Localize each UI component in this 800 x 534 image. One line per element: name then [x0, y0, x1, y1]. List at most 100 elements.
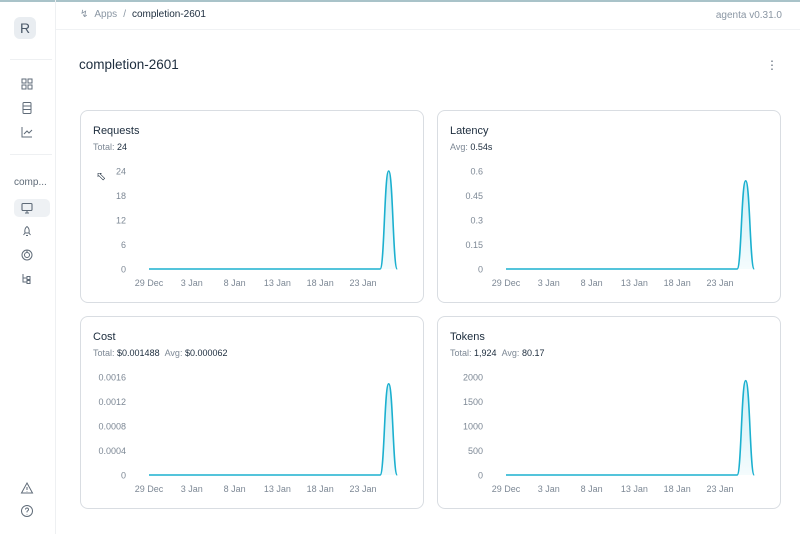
- stat-value: 1,924: [474, 348, 497, 358]
- x-tick-label: 13 Jan: [264, 484, 291, 494]
- x-tick-label: 29 Dec: [135, 484, 164, 494]
- version-label: agenta v0.31.0: [715, 10, 782, 21]
- x-tick-label: 18 Jan: [307, 484, 334, 494]
- chart-cost[interactable]: 0 0.0004 0.0008 0.0012 0.0016 29 Dec 3 Jan 8 Ja…: [81, 317, 425, 510]
- stat-label: Avg:: [450, 142, 468, 152]
- divider: [10, 154, 52, 155]
- y-tick-label: 12: [116, 216, 126, 226]
- y-tick-label: 0.15: [465, 240, 483, 250]
- chart-card-requests: Requests Total: 24 0 6 12 18 24 29 Dec 3 Jan 8 Ja…: [80, 110, 424, 303]
- x-tick-label: 3 Jan: [181, 278, 203, 288]
- sidebar: R comp...: [0, 0, 56, 534]
- y-tick-label: 0.45: [465, 191, 483, 201]
- series-line: [148, 383, 399, 476]
- x-tick-label: 3 Jan: [538, 278, 560, 288]
- stat-label: Total:: [93, 348, 115, 358]
- y-tick-label: 2000: [463, 373, 483, 383]
- x-tick-label: 23 Jan: [349, 278, 376, 288]
- chart-latency[interactable]: 0 0.15 0.3 0.45 0.6 29 Dec 3 Jan 8 Jan 13 Jan 18 …: [438, 111, 782, 304]
- x-tick-label: 29 Dec: [492, 278, 521, 288]
- stat-label: Avg:: [164, 348, 183, 358]
- x-tick-label: 23 Jan: [706, 484, 733, 494]
- org-avatar[interactable]: R: [14, 17, 36, 39]
- alert-icon[interactable]: [20, 481, 36, 497]
- y-tick-label: 6: [121, 240, 126, 250]
- divider: [10, 59, 52, 60]
- breadcrumb-separator: /: [123, 9, 126, 20]
- chart-icon[interactable]: [20, 125, 36, 141]
- stat-value: 0.54s: [470, 142, 493, 152]
- series-line: [148, 170, 399, 270]
- y-tick-label: 0.0008: [98, 422, 126, 432]
- x-tick-label: 3 Jan: [538, 484, 560, 494]
- x-tick-label: 13 Jan: [264, 278, 291, 288]
- y-tick-label: 1500: [463, 397, 483, 407]
- x-tick-label: 3 Jan: [181, 484, 203, 494]
- help-icon[interactable]: [20, 504, 36, 520]
- x-tick-label: 18 Jan: [664, 484, 691, 494]
- x-tick-label: 18 Jan: [307, 278, 334, 288]
- mouse-cursor-icon: ⬁: [96, 169, 107, 183]
- x-tick-label: 23 Jan: [349, 484, 376, 494]
- breadcrumb-apps[interactable]: Apps: [94, 9, 118, 20]
- y-tick-label: 1000: [463, 422, 483, 432]
- y-tick-label: 0: [478, 265, 483, 275]
- series-area: [149, 171, 398, 269]
- x-tick-label: 23 Jan: [706, 278, 733, 288]
- stat-label: Total:: [450, 348, 472, 358]
- series-area: [149, 383, 398, 475]
- window-top-border: [0, 0, 800, 2]
- series-area: [506, 180, 755, 269]
- apps-lightning-icon: ↯: [80, 9, 89, 20]
- card-stats: Total: 1,924 Avg: 80.17: [450, 348, 544, 358]
- chart-card-tokens: Tokens Total: 1,924 Avg: 80.17 0 500 1000 150…: [437, 316, 781, 509]
- breadcrumb: ↯ Apps / completion-2601: [80, 9, 206, 20]
- card-title: Requests: [93, 125, 140, 137]
- stat-value: 24: [117, 142, 128, 152]
- y-tick-label: 500: [468, 446, 483, 456]
- y-tick-label: 0.3: [470, 216, 483, 226]
- top-header: [56, 0, 800, 30]
- x-tick-label: 29 Dec: [135, 278, 164, 288]
- stat-value: $0.001488: [117, 348, 160, 358]
- series-area: [506, 380, 755, 475]
- card-title: Cost: [93, 331, 116, 343]
- page-title: completion-2601: [79, 57, 179, 72]
- x-tick-label: 29 Dec: [492, 484, 521, 494]
- table-icon[interactable]: [20, 101, 36, 117]
- tree-icon[interactable]: [20, 272, 36, 288]
- y-tick-label: 0.0004: [98, 446, 126, 456]
- stat-value: 80.17: [521, 348, 545, 358]
- more-options-icon[interactable]: ⋮: [766, 58, 778, 72]
- series-line: [505, 179, 756, 270]
- card-title: Tokens: [450, 331, 485, 343]
- card-stats: Total: 24: [93, 142, 127, 152]
- y-tick-label: 0.0012: [98, 397, 126, 407]
- chart-requests[interactable]: 0 6 12 18 24 29 Dec 3 Jan 8 Jan 13 Jan 18 Jan 23 J…: [81, 111, 425, 304]
- x-tick-label: 8 Jan: [581, 484, 603, 494]
- stat-value: $0.000062: [184, 348, 228, 358]
- x-tick-label: 13 Jan: [621, 278, 648, 288]
- card-stats: Avg: 0.54s: [450, 142, 492, 152]
- x-tick-label: 13 Jan: [621, 484, 648, 494]
- chart-tokens[interactable]: 0 500 1000 1500 2000 29 Dec 3 Jan 8 Jan 13 Jan 18…: [438, 317, 782, 510]
- grid-icon[interactable]: [20, 77, 36, 93]
- y-tick-label: 18: [116, 191, 126, 201]
- stat-label: Total:: [93, 142, 115, 152]
- x-tick-label: 8 Jan: [224, 484, 246, 494]
- x-tick-label: 18 Jan: [664, 278, 691, 288]
- y-tick-label: 0: [121, 265, 126, 275]
- y-tick-label: 0: [121, 471, 126, 481]
- evaluation-icon[interactable]: [20, 248, 36, 264]
- app-label: comp...: [14, 177, 47, 188]
- y-tick-label: 0.6: [470, 167, 483, 177]
- chart-card-latency: Latency Avg: 0.54s 0 0.15 0.3 0.45 0.6 29 Dec 3 …: [437, 110, 781, 303]
- monitor-icon[interactable]: [20, 201, 36, 217]
- y-tick-label: 0: [478, 471, 483, 481]
- card-stats: Total: $0.001488 Avg: $0.000062: [93, 348, 228, 358]
- y-tick-label: 24: [116, 167, 126, 177]
- breadcrumb-current: completion-2601: [131, 9, 206, 20]
- rocket-icon[interactable]: [20, 225, 36, 241]
- stat-label: Avg:: [501, 348, 520, 358]
- y-tick-label: 0.0016: [98, 373, 126, 383]
